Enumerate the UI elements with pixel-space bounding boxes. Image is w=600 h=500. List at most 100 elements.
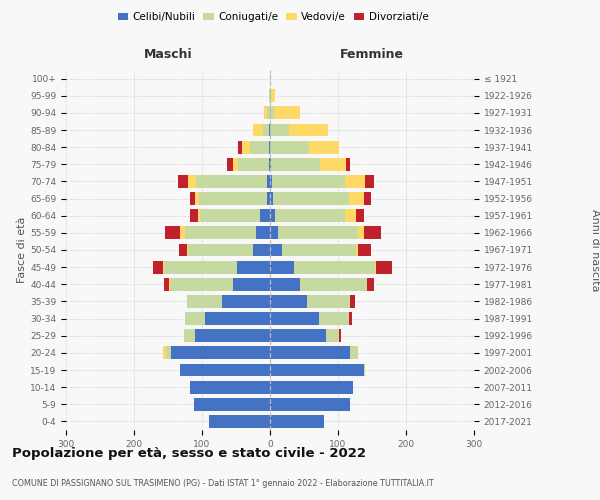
Bar <box>274 106 300 120</box>
Bar <box>238 140 242 153</box>
Bar <box>179 244 187 256</box>
Bar <box>273 192 349 205</box>
Bar <box>278 226 358 239</box>
Bar <box>365 175 374 188</box>
Bar <box>269 140 270 153</box>
Bar <box>195 192 199 205</box>
Bar <box>295 260 375 274</box>
Y-axis label: Anni di nascita: Anni di nascita <box>590 209 599 291</box>
Bar <box>364 226 381 239</box>
Bar <box>188 175 196 188</box>
Bar <box>267 106 270 120</box>
Bar <box>233 158 238 170</box>
Bar <box>271 158 320 170</box>
Y-axis label: Fasce di età: Fasce di età <box>17 217 27 283</box>
Bar <box>263 124 269 136</box>
Bar <box>269 124 270 136</box>
Bar <box>187 244 188 256</box>
Bar <box>198 210 200 222</box>
Bar <box>250 140 269 153</box>
Bar <box>270 175 272 188</box>
Bar <box>270 124 289 136</box>
Bar <box>269 158 270 170</box>
Bar <box>270 312 319 325</box>
Bar <box>275 210 345 222</box>
Bar <box>356 210 364 222</box>
Bar <box>180 364 270 376</box>
Bar <box>358 226 364 239</box>
Bar <box>188 244 253 256</box>
Bar <box>184 330 195 342</box>
Bar <box>256 226 270 239</box>
Bar <box>270 158 271 170</box>
Bar <box>209 415 270 428</box>
Bar <box>242 140 250 153</box>
Bar <box>320 158 346 170</box>
Bar <box>187 295 223 308</box>
Bar <box>238 260 270 274</box>
Bar <box>310 140 340 153</box>
Bar <box>238 158 269 170</box>
Bar <box>270 72 271 85</box>
Bar <box>270 346 350 360</box>
Bar <box>270 295 307 308</box>
Bar <box>163 346 166 360</box>
Bar <box>349 312 352 325</box>
Bar <box>153 260 163 274</box>
Bar <box>349 192 364 205</box>
Bar <box>270 226 278 239</box>
Bar <box>267 175 270 188</box>
Bar <box>169 278 170 290</box>
Text: Femmine: Femmine <box>340 48 404 60</box>
Bar <box>270 278 300 290</box>
Bar <box>270 260 295 274</box>
Bar <box>375 260 376 274</box>
Bar <box>190 192 195 205</box>
Bar <box>200 210 260 222</box>
Bar <box>194 398 270 410</box>
Bar <box>346 175 365 188</box>
Bar <box>260 210 270 222</box>
Bar <box>326 330 340 342</box>
Bar <box>340 330 341 342</box>
Bar <box>272 175 346 188</box>
Bar <box>178 175 188 188</box>
Bar <box>300 278 367 290</box>
Bar <box>270 106 274 120</box>
Bar <box>346 158 350 170</box>
Bar <box>166 346 172 360</box>
Bar <box>289 124 328 136</box>
Bar <box>264 106 267 120</box>
Bar <box>185 312 205 325</box>
Bar <box>270 398 350 410</box>
Bar <box>358 244 371 256</box>
Bar <box>307 295 350 308</box>
Bar <box>270 415 325 428</box>
Bar <box>350 295 355 308</box>
Bar <box>223 295 270 308</box>
Bar <box>345 210 356 222</box>
Bar <box>350 346 358 360</box>
Bar <box>270 210 275 222</box>
Bar <box>270 90 271 102</box>
Bar <box>205 312 270 325</box>
Bar <box>270 140 310 153</box>
Bar <box>282 244 356 256</box>
Bar <box>376 260 392 274</box>
Bar <box>179 226 185 239</box>
Text: Popolazione per età, sesso e stato civile - 2022: Popolazione per età, sesso e stato civil… <box>12 448 366 460</box>
Bar <box>270 192 273 205</box>
Bar <box>364 364 365 376</box>
Bar <box>199 192 266 205</box>
Bar <box>227 158 233 170</box>
Bar <box>196 175 267 188</box>
Bar <box>233 278 270 290</box>
Bar <box>319 312 349 325</box>
Bar <box>270 380 353 394</box>
Bar <box>195 330 270 342</box>
Bar <box>270 244 282 256</box>
Bar <box>172 346 270 360</box>
Bar <box>185 226 256 239</box>
Bar <box>190 210 198 222</box>
Bar <box>163 260 164 274</box>
